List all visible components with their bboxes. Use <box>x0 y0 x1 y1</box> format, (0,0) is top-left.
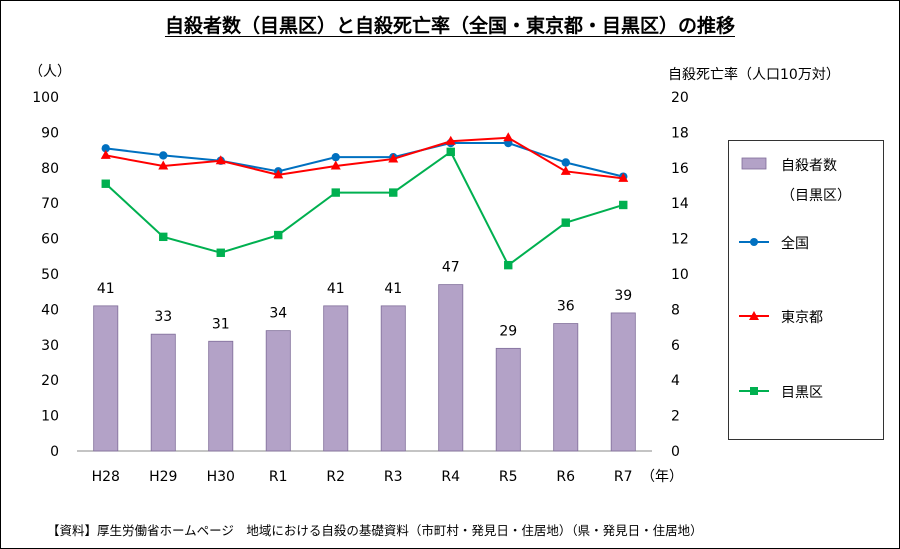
series-marker <box>561 158 570 167</box>
series-marker <box>388 153 399 163</box>
series-marker <box>331 188 340 197</box>
legend-symbols <box>739 157 769 395</box>
left-axis-tick-label: 0 <box>50 444 59 460</box>
x-axis-tick-label: R6 <box>556 469 575 485</box>
bar-data-label: 41 <box>327 281 345 297</box>
bar <box>553 323 579 452</box>
right-axis-unit: 自殺死亡率（人口10万対） <box>668 67 840 83</box>
chart-title: 自殺者数（目黒区）と自殺死亡率（全国・東京都・目黒区）の推移 <box>164 15 735 37</box>
bar-data-label: 34 <box>269 306 287 322</box>
right-axis-tick-label: 8 <box>671 302 680 318</box>
left-axis-unit: （人） <box>29 64 71 80</box>
bar-data-label: 41 <box>384 281 402 297</box>
series-marker <box>619 200 628 210</box>
bar <box>93 305 119 452</box>
series-marker <box>331 152 340 162</box>
series-marker <box>100 149 111 159</box>
right-axis-tick-label: 14 <box>671 196 689 212</box>
left-axis-tick-label: 50 <box>41 267 59 283</box>
series-line <box>105 150 624 267</box>
legend-national-marker <box>750 238 758 246</box>
bar <box>610 312 636 452</box>
left-axis-tick-label: 60 <box>41 232 59 248</box>
legend-meguro-label: 目黒区 <box>781 385 823 401</box>
bar-data-label: 47 <box>442 260 460 276</box>
x-axis-tick-label: R1 <box>269 469 288 485</box>
legend-bar-label: 自殺者数 <box>781 158 837 174</box>
series-marker <box>158 160 169 170</box>
left-axis-tick-label: 90 <box>41 125 59 141</box>
right-axis-tick-label: 20 <box>671 90 689 106</box>
x-axis-unit: （年） <box>641 469 683 485</box>
bar <box>438 284 464 452</box>
bar-data-label: 31 <box>212 316 230 332</box>
right-axis-tick-label: 12 <box>671 232 689 248</box>
series-marker <box>101 144 110 153</box>
series-marker <box>618 172 629 182</box>
bar <box>265 330 291 452</box>
left-axis-tick-label: 10 <box>41 409 59 425</box>
left-axis-tick-label: 30 <box>41 338 59 354</box>
left-axis-tick-label: 70 <box>41 196 59 212</box>
series-marker <box>274 230 283 240</box>
series-marker <box>504 260 513 270</box>
legend-bar-swatch <box>741 157 767 170</box>
series-line <box>105 136 624 180</box>
series-marker <box>560 165 571 175</box>
left-axis-tick-label: 80 <box>41 161 59 177</box>
legend-tokyo-marker <box>749 311 759 320</box>
x-axis-tick-label: H29 <box>149 469 177 485</box>
bar-data-label: 36 <box>557 299 575 315</box>
series-marker <box>330 160 341 170</box>
x-axis-tick-label: H28 <box>92 469 120 485</box>
bar-data-label: 39 <box>614 288 632 304</box>
series-marker <box>561 218 570 227</box>
right-axis-tick-label: 10 <box>671 267 689 283</box>
series-marker <box>446 147 455 157</box>
legend-meguro-marker <box>750 387 758 395</box>
series-marker <box>389 188 398 197</box>
bar <box>380 305 406 452</box>
series-marker <box>101 179 110 188</box>
series-marker <box>159 232 168 242</box>
x-axis-tick-label: R7 <box>614 469 633 485</box>
bar <box>208 340 234 452</box>
series-marker <box>216 248 225 257</box>
right-axis-tick-label: 6 <box>671 338 680 354</box>
bar-data-label: 33 <box>154 309 172 325</box>
right-axis-tick-label: 4 <box>671 373 680 389</box>
left-axis-tick-label: 20 <box>41 373 59 389</box>
x-axis-tick-label: R5 <box>499 469 518 485</box>
left-axis-tick-label: 100 <box>32 90 59 106</box>
right-axis-tick-label: 0 <box>671 444 680 460</box>
x-axis-tick-label: H30 <box>207 469 235 485</box>
legend-bar-sublabel: （目黒区） <box>781 188 851 204</box>
right-axis-tick-label: 16 <box>671 161 689 177</box>
series-marker <box>273 169 284 179</box>
x-axis-tick-label: R4 <box>441 469 460 485</box>
right-axis-tick-label: 2 <box>671 409 680 425</box>
right-axis-tick-label: 18 <box>671 125 689 141</box>
bar-data-label: 41 <box>97 281 115 297</box>
source-note: 【資料】厚生労働省ホームページ 地域における自殺の基礎資料（市町村・発見日・住居… <box>47 523 703 538</box>
legend-tokyo-label: 東京都 <box>781 310 823 326</box>
legend: 自殺者数 （目黒区） 全国 東京都 目黒区 <box>728 140 884 440</box>
series-marker <box>215 155 226 165</box>
bar <box>323 305 349 452</box>
bar-data-label: 29 <box>499 323 517 339</box>
series-marker <box>445 135 456 145</box>
series-marker <box>159 151 168 160</box>
series-line <box>105 142 624 178</box>
plot-area: 0 10 20 30 40 50 60 70 80 90 100 0 2 4 6 8 10 12 14 16 18 20 4… <box>32 90 689 485</box>
bar <box>150 333 176 452</box>
x-axis-tick-label: R2 <box>326 469 345 485</box>
bar <box>495 347 521 452</box>
series-marker <box>503 132 514 142</box>
x-axis-tick-label: R3 <box>384 469 403 485</box>
legend-national-label: 全国 <box>781 236 809 252</box>
left-axis-tick-label: 40 <box>41 302 59 318</box>
